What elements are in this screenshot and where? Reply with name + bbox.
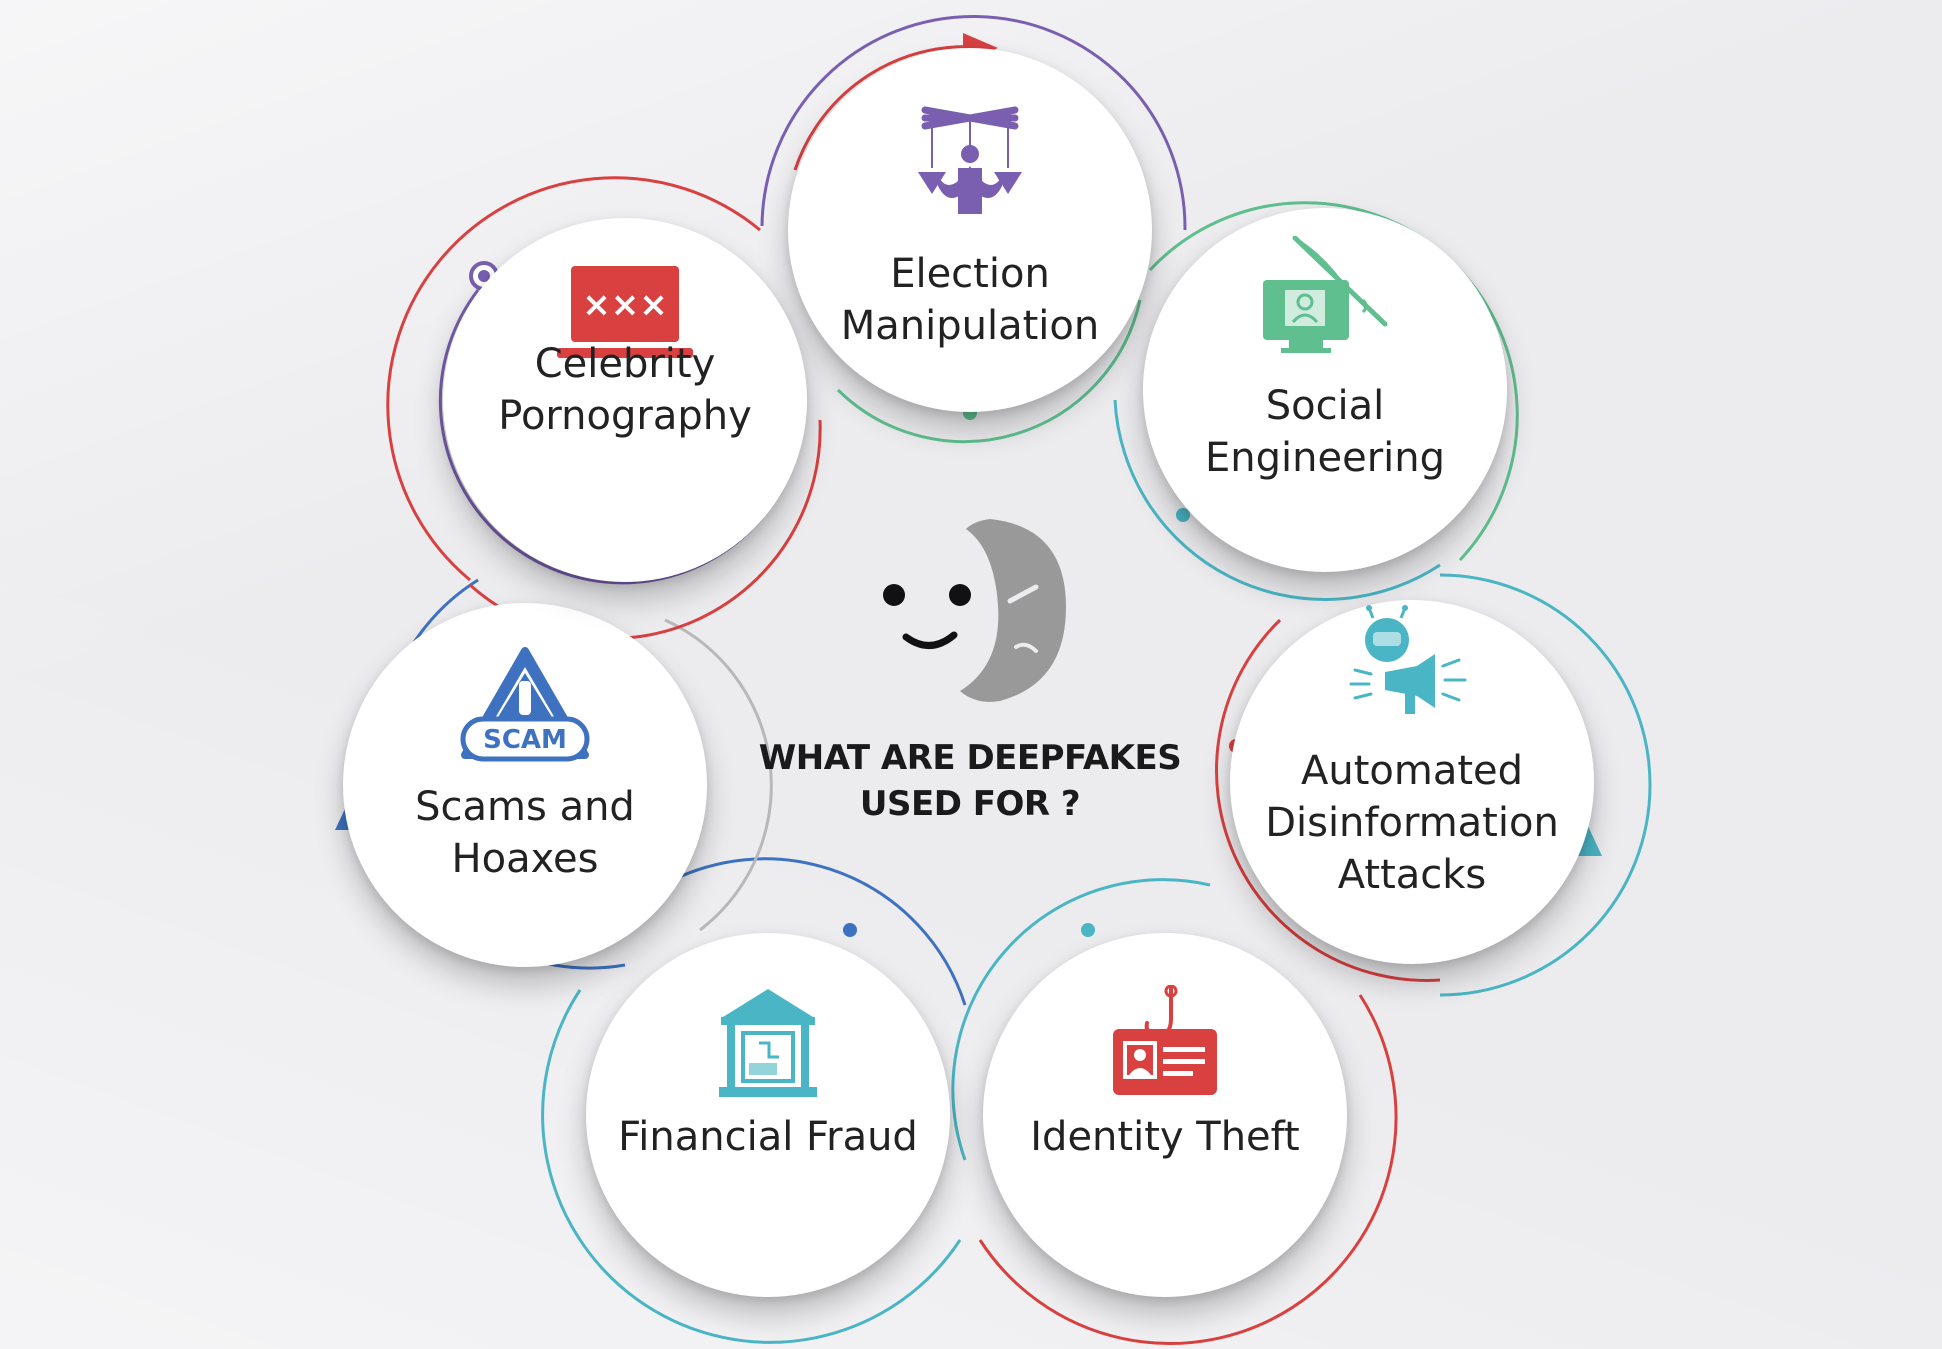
arc-election-purple	[760, 15, 1187, 231]
node-label: Automated Disinformation Attacks	[1265, 748, 1559, 898]
arc-fraud-blue	[639, 857, 967, 1006]
arc-election-red	[793, 45, 989, 171]
node-election-manipulation[interactable]: Election Manipulation	[788, 48, 1152, 412]
node-social-engineering[interactable]: Social Engineering	[1143, 208, 1507, 572]
arc-fraud-teal	[541, 989, 962, 1344]
dot-social	[1176, 508, 1190, 522]
node-financial-fraud[interactable]: Financial Fraud	[586, 933, 950, 1297]
node-label: Identity Theft	[1030, 1114, 1300, 1160]
puppet-icon	[918, 106, 1022, 214]
laptop-xxx-icon: ×××	[557, 266, 693, 358]
arc-celebrity-red	[386, 176, 761, 582]
node-celebrity-pornography[interactable]: ××× Celebrity Pornography	[443, 218, 807, 582]
svg-text:SCAM: SCAM	[483, 725, 567, 755]
arc-social-teal	[1113, 399, 1441, 601]
arc-disinfo-teal	[1439, 573, 1652, 997]
bot-megaphone-icon	[1349, 605, 1467, 714]
dot-identity	[1081, 923, 1095, 937]
svg-text:×××: ×××	[582, 285, 667, 325]
arc-identity-teal	[951, 878, 1211, 1161]
node-label: Financial Fraud	[618, 1114, 918, 1160]
arc-disinfo-red	[1215, 618, 1441, 982]
node-label: Social Engineering	[1205, 383, 1445, 481]
node-automated-disinformation-attacks[interactable]: Automated Disinformation Attacks	[1230, 600, 1594, 964]
comedy-tragedy-mask-icon	[883, 519, 1066, 702]
arc-scams-gray	[664, 618, 773, 932]
dot-fraud	[843, 923, 857, 937]
id-card-hook-icon	[1113, 985, 1217, 1095]
scam-warning-icon: SCAM	[460, 647, 590, 762]
node-identity-theft[interactable]: Identity Theft	[983, 933, 1347, 1297]
node-label: Scams and Hoaxes	[415, 784, 635, 882]
node-label: Election Manipulation	[840, 251, 1100, 349]
center-title: WHAT ARE DEEPFAKES USED FOR ?	[758, 738, 1182, 824]
dot-celebrity	[478, 270, 490, 282]
node-label: Celebrity Pornography	[498, 341, 752, 439]
bank-icon	[719, 989, 817, 1097]
arc-election-green	[836, 299, 1142, 444]
arc-identity-red	[978, 994, 1398, 1346]
phishing-computer-icon	[1263, 236, 1388, 353]
node-scams-and-hoaxes[interactable]: SCAM Scams and Hoaxes	[343, 603, 707, 967]
